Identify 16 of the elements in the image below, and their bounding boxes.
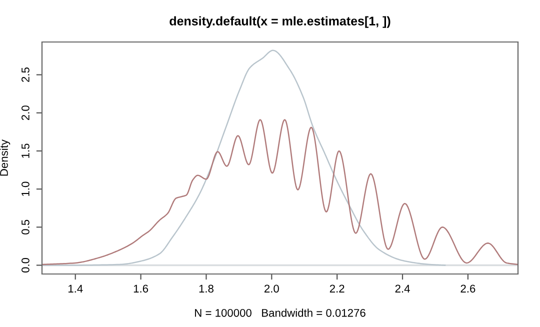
x-tick-label: 2.4	[395, 284, 410, 292]
x-tick-label: 2.0	[264, 284, 279, 293]
y-tick-label: 1.0	[22, 182, 30, 196]
x-tick-label: 2.2	[330, 284, 344, 292]
chart-title: density.default(x = mle.estimates[1, ])	[170, 16, 390, 28]
y-tick-label: 2.5	[22, 68, 30, 82]
y-tick-label: 1.5	[22, 144, 30, 158]
x-tick-label: 1.6	[134, 284, 148, 293]
y-tick-label: 0.0	[22, 258, 30, 273]
y-axis-title: Density	[0, 139, 10, 176]
x-tick-label: 1.4	[68, 284, 83, 292]
y-tick-label: 2.0	[22, 106, 30, 120]
x-axis-title: N = 100000 Bandwidth = 0.01276	[195, 308, 366, 317]
x-tick-label: 1.8	[199, 284, 214, 293]
x-tick-label: 2.6	[460, 284, 476, 293]
y-tick-label: 0.5	[22, 220, 30, 234]
